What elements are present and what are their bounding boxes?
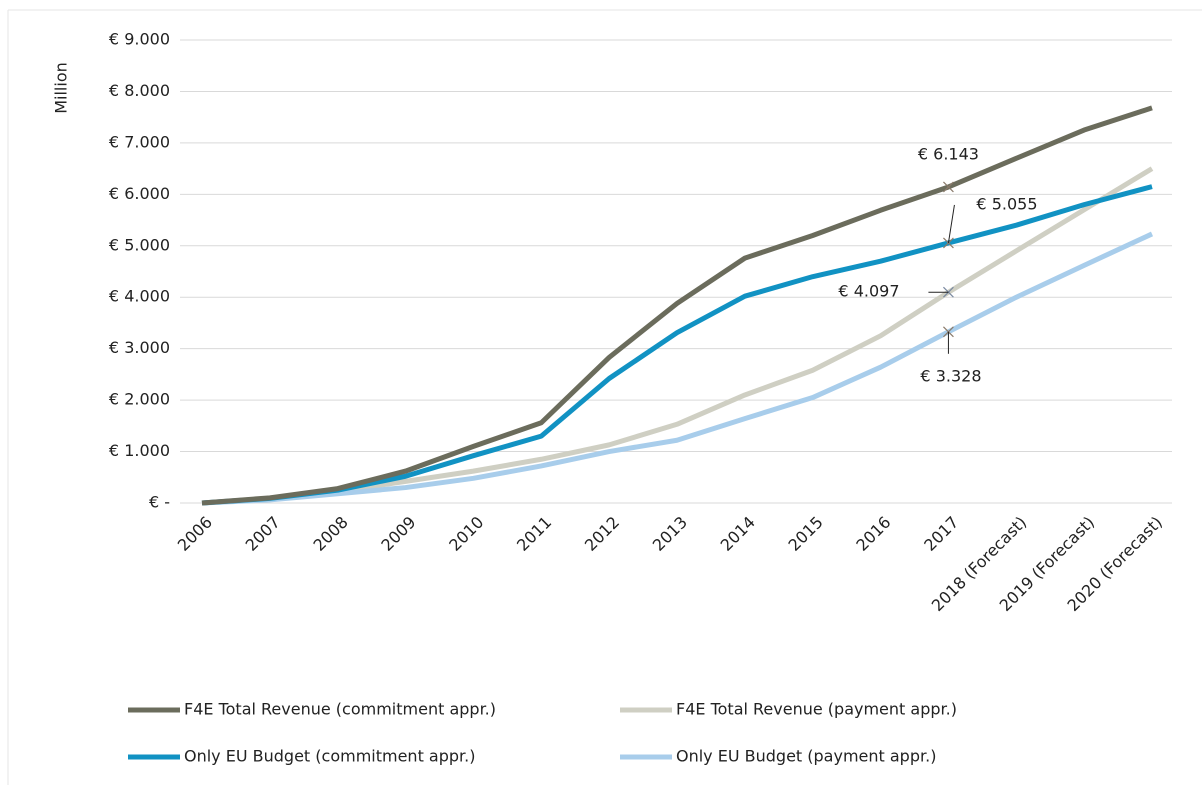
data-marker: [943, 181, 954, 193]
x-tick-label: 2014: [717, 513, 759, 555]
data-label: € 3.328: [920, 366, 981, 385]
x-tick-label: 2013: [649, 513, 691, 555]
y-tick-label: € 4.000: [109, 287, 170, 306]
x-tick-label: 2017: [920, 513, 962, 555]
data-marker: [943, 286, 954, 298]
y-tick-label: € 1.000: [109, 441, 170, 460]
y-tick-label: € 8.000: [109, 81, 170, 100]
y-tick-label: € 7.000: [109, 132, 170, 151]
x-tick-label: 2012: [581, 513, 623, 555]
data-label: € 5.055: [976, 194, 1037, 213]
series-line: [201, 166, 1154, 506]
series-line: [201, 184, 1153, 506]
legend-label: F4E Total Revenue (commitment appr.): [184, 700, 496, 719]
y-axis-label: Million: [52, 62, 71, 114]
x-tick-label: 2011: [513, 513, 555, 555]
legend-label: Only EU Budget (commitment appr.): [184, 747, 475, 766]
y-tick-label: € -: [149, 493, 170, 512]
y-tick-label: € 2.000: [109, 390, 170, 409]
x-tick-label: 2006: [174, 513, 216, 555]
y-tick-label: € 3.000: [109, 338, 170, 357]
x-tick-label: 2008: [309, 513, 351, 555]
data-label: € 4.097: [838, 282, 899, 301]
y-tick-label: € 6.000: [109, 184, 170, 203]
x-tick-label: 2015: [784, 513, 826, 555]
x-tick-label: 2016: [852, 513, 894, 555]
leader-line: [947, 204, 955, 244]
y-tick-label: € 5.000: [109, 235, 170, 254]
legend-label: F4E Total Revenue (payment appr.): [676, 700, 957, 719]
x-tick-label: 2009: [377, 513, 419, 555]
legend-label: Only EU Budget (payment appr.): [676, 747, 936, 766]
series-line: [201, 105, 1153, 506]
x-tick-label: 2007: [242, 513, 284, 555]
data-label: € 6.143: [918, 144, 979, 163]
y-tick-label: € 9.000: [109, 30, 170, 49]
series-line: [201, 231, 1154, 506]
x-tick-label: 2010: [445, 513, 487, 555]
